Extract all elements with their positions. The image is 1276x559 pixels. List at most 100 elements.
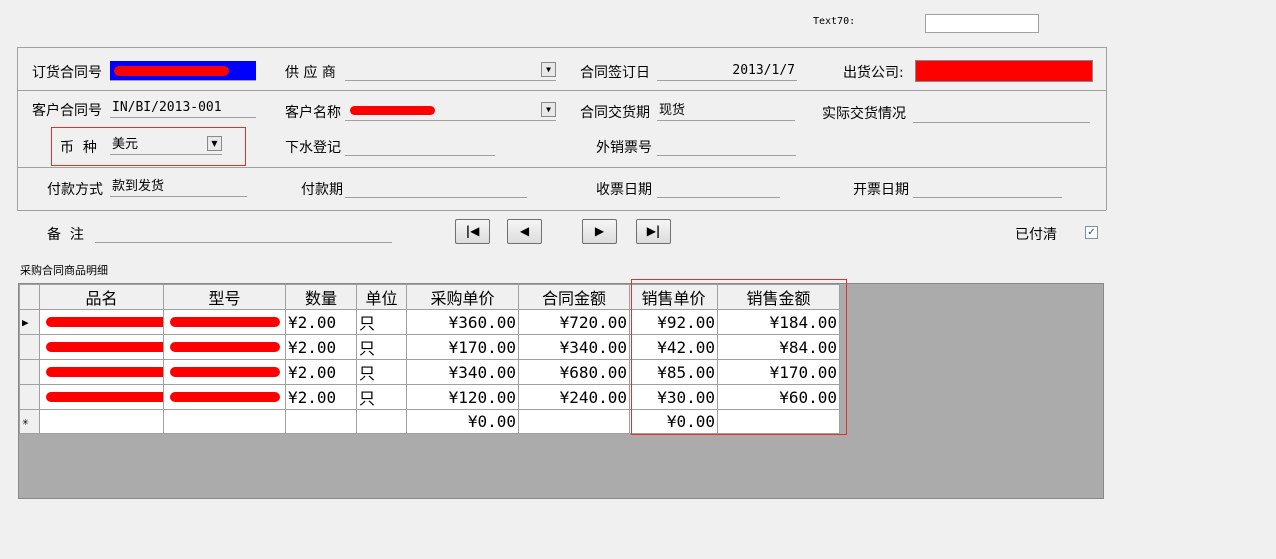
launch-reg-field[interactable] xyxy=(345,136,495,156)
prev-record-button[interactable]: ◀ xyxy=(507,219,542,244)
table-cell[interactable]: ¥240.00 xyxy=(518,384,630,410)
delivery-term-field[interactable]: 现货 xyxy=(657,101,795,121)
customer-no-field[interactable]: IN/BI/2013-001 xyxy=(110,98,256,118)
table-cell[interactable]: ¥2.00 xyxy=(285,334,357,360)
col-header[interactable]: 销售单价 xyxy=(629,284,718,310)
col-header[interactable]: 单位 xyxy=(356,284,407,310)
table-cell[interactable] xyxy=(39,359,164,385)
paid-checkbox[interactable]: ✓ xyxy=(1085,226,1098,239)
table-cell[interactable]: ¥340.00 xyxy=(518,334,630,360)
export-invoice-field[interactable] xyxy=(657,136,796,156)
remark-label: 备 注 xyxy=(47,227,84,243)
order-no-field[interactable] xyxy=(110,61,256,81)
table-cell[interactable]: 只 xyxy=(356,334,407,360)
table-cell[interactable]: ¥720.00 xyxy=(518,309,630,335)
table-row[interactable]: ¥2.00 只 ¥340.00 ¥680.00 ¥85.00 ¥170.00 xyxy=(19,359,840,385)
row-selector[interactable] xyxy=(19,334,40,360)
row-selector[interactable] xyxy=(19,359,40,385)
detail-grid: 品名 型号 数量 单位 采购单价 合同金额 销售单价 销售金额 ▶ ¥2.00 只 ¥360.00 ¥… xyxy=(18,283,1104,499)
col-header[interactable]: 销售金额 xyxy=(717,284,840,310)
first-record-icon: |◀ xyxy=(465,224,480,238)
chevron-down-icon[interactable]: ▼ xyxy=(541,62,556,77)
payment-term-label: 付款期 xyxy=(301,182,343,198)
table-cell[interactable] xyxy=(717,409,840,434)
table-cell[interactable] xyxy=(39,309,164,335)
text70-label: Text70: xyxy=(813,16,856,27)
chevron-down-icon[interactable]: ▼ xyxy=(207,136,222,151)
sales-highlight xyxy=(631,279,847,435)
row-selector[interactable]: ▶ xyxy=(19,309,40,335)
supplier-label: 供 应 商 xyxy=(285,65,336,81)
table-cell[interactable] xyxy=(163,309,286,335)
col-header[interactable]: 数量 xyxy=(285,284,357,310)
redaction xyxy=(170,367,280,377)
table-cell[interactable]: ¥92.00 xyxy=(629,309,718,335)
invoice-date-label: 开票日期 xyxy=(853,182,909,198)
table-cell[interactable]: 只 xyxy=(356,384,407,410)
col-header[interactable]: 型号 xyxy=(163,284,286,310)
col-header[interactable]: 品名 xyxy=(39,284,164,310)
payment-term-field[interactable] xyxy=(345,178,527,198)
row-selector[interactable]: ✳ xyxy=(19,409,40,434)
last-record-button[interactable]: ▶| xyxy=(636,219,671,244)
table-cell[interactable]: ¥84.00 xyxy=(717,334,840,360)
col-header[interactable]: 合同金额 xyxy=(518,284,630,310)
form-panel xyxy=(17,47,1107,210)
table-cell[interactable]: ¥340.00 xyxy=(406,359,519,385)
table-cell[interactable] xyxy=(518,409,630,434)
first-record-button[interactable]: |◀ xyxy=(455,219,490,244)
table-cell[interactable]: ¥42.00 xyxy=(629,334,718,360)
text70-input[interactable] xyxy=(925,14,1039,33)
table-cell[interactable]: ¥120.00 xyxy=(406,384,519,410)
redaction xyxy=(46,342,163,352)
currency-combo[interactable]: 美元 ▼ xyxy=(110,135,222,155)
table-cell[interactable]: 只 xyxy=(356,359,407,385)
table-cell[interactable] xyxy=(163,359,286,385)
next-record-button[interactable]: ▶ xyxy=(582,219,617,244)
last-record-icon: ▶| xyxy=(646,224,661,238)
table-cell[interactable]: ¥2.00 xyxy=(285,359,357,385)
table-cell[interactable]: ¥2.00 xyxy=(285,384,357,410)
payment-method-field[interactable]: 款到发货 xyxy=(110,177,247,197)
table-cell[interactable]: ¥170.00 xyxy=(406,334,519,360)
table-cell[interactable] xyxy=(163,409,286,434)
table-cell[interactable] xyxy=(39,409,164,434)
table-cell[interactable] xyxy=(163,334,286,360)
new-row[interactable]: ✳ ¥0.00 ¥0.00 xyxy=(19,409,840,434)
row-selector[interactable] xyxy=(19,384,40,410)
table-cell[interactable] xyxy=(39,384,164,410)
remark-field[interactable] xyxy=(95,223,392,243)
table-cell[interactable]: ¥60.00 xyxy=(717,384,840,410)
receipt-date-field[interactable] xyxy=(657,178,780,198)
currency-highlight xyxy=(51,127,246,166)
table-row[interactable]: ¥2.00 只 ¥170.00 ¥340.00 ¥42.00 ¥84.00 xyxy=(19,334,840,360)
col-header[interactable]: 采购单价 xyxy=(406,284,519,310)
table-cell[interactable] xyxy=(39,334,164,360)
redaction xyxy=(46,392,163,402)
table-cell[interactable] xyxy=(285,409,357,434)
redaction xyxy=(170,392,280,402)
table-row[interactable]: ¥2.00 只 ¥120.00 ¥240.00 ¥30.00 ¥60.00 xyxy=(19,384,840,410)
ship-company-label: 出货公司: xyxy=(843,65,904,81)
redaction xyxy=(46,317,163,327)
redaction xyxy=(170,317,280,327)
invoice-date-field[interactable] xyxy=(913,178,1062,198)
table-cell[interactable]: ¥0.00 xyxy=(406,409,519,434)
table-cell[interactable]: ¥85.00 xyxy=(629,359,718,385)
table-cell[interactable]: ¥680.00 xyxy=(518,359,630,385)
customer-name-combo[interactable]: ▼ xyxy=(345,101,556,121)
actual-delivery-field[interactable] xyxy=(913,103,1090,123)
table-cell[interactable]: ¥360.00 xyxy=(406,309,519,335)
table-cell[interactable] xyxy=(163,384,286,410)
sign-date-field[interactable]: 2013/1/7 xyxy=(657,61,797,81)
table-cell[interactable]: ¥30.00 xyxy=(629,384,718,410)
table-cell[interactable]: ¥170.00 xyxy=(717,359,840,385)
table-row[interactable]: ▶ ¥2.00 只 ¥360.00 ¥720.00 ¥92.00 ¥184.00 xyxy=(19,309,840,335)
table-cell[interactable] xyxy=(356,409,407,434)
table-cell[interactable]: ¥184.00 xyxy=(717,309,840,335)
table-cell[interactable]: ¥2.00 xyxy=(285,309,357,335)
chevron-down-icon[interactable]: ▼ xyxy=(541,102,556,117)
supplier-combo[interactable]: ▼ xyxy=(345,61,556,81)
ship-company-field[interactable] xyxy=(915,60,1093,82)
table-cell[interactable]: 只 xyxy=(356,309,407,335)
